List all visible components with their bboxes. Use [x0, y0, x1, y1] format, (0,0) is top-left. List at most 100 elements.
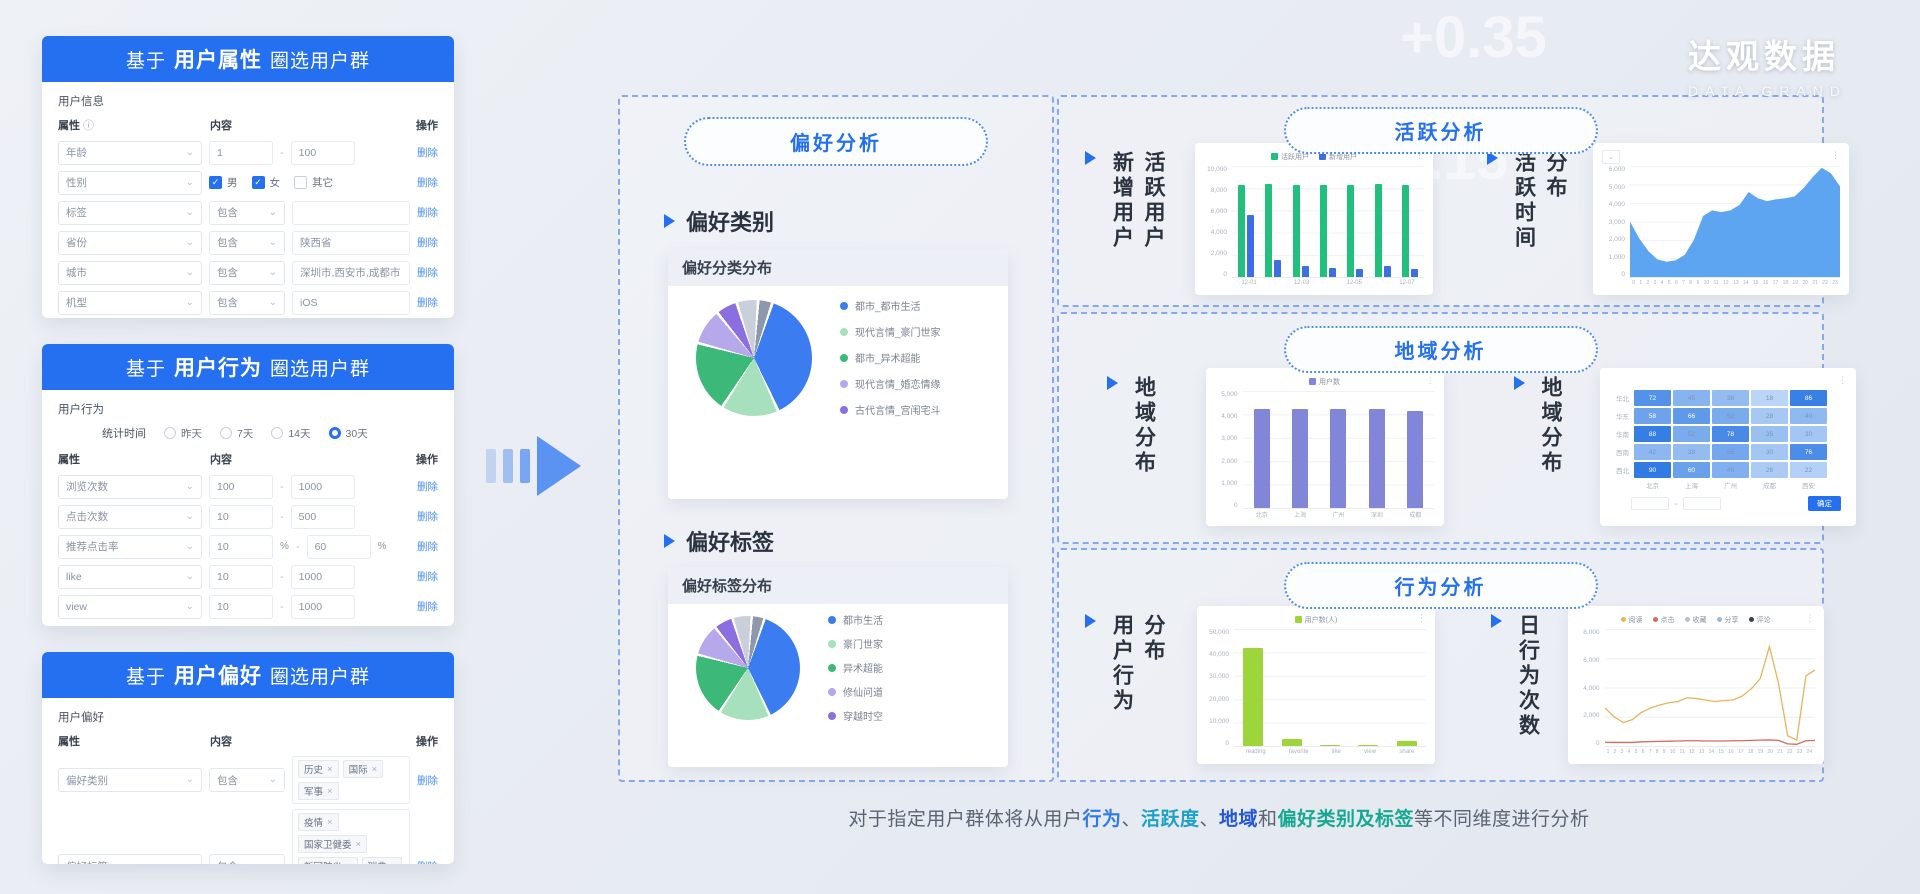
- vertical-label: 地域分布: [1132, 376, 1156, 476]
- operator-select[interactable]: 包含 ⌄: [209, 230, 285, 255]
- delete-link[interactable]: 删除: [417, 267, 438, 279]
- delete-link[interactable]: 删除: [417, 207, 438, 219]
- attribute-select[interactable]: 偏好类别 ⌄: [58, 768, 202, 792]
- legend-label: 阅读: [1628, 616, 1643, 624]
- range-max-input[interactable]: [1682, 497, 1721, 510]
- delete-link[interactable]: 删除: [417, 571, 438, 583]
- attribute-select[interactable]: 点击次数 ⌄: [58, 504, 202, 529]
- checkbox-icon[interactable]: ✓: [209, 176, 222, 189]
- legend-label: 点击: [1660, 616, 1675, 624]
- y-tick: 4,000: [1583, 684, 1600, 692]
- delete-link[interactable]: 删除: [417, 177, 438, 189]
- radio-option[interactable]: 14天: [271, 426, 311, 441]
- radio-icon[interactable]: [328, 427, 341, 439]
- preference-tag-card: 偏好标签分布 都市生活 豪门世家 异术超能 修仙问道 穿越时空: [668, 567, 1008, 767]
- chart-toolbox-icon[interactable]: ⋮: [1805, 613, 1815, 623]
- operator-select[interactable]: 包含 ⌄: [209, 200, 285, 225]
- attribute-select[interactable]: 城市 ⌄: [58, 260, 202, 285]
- chart-toolbox-icon[interactable]: ⋮: [1831, 150, 1840, 160]
- attribute-select[interactable]: 省份 ⌄: [58, 230, 202, 255]
- radio-icon[interactable]: [220, 427, 232, 439]
- checkbox-icon[interactable]: ✓: [251, 176, 265, 189]
- stat-time-row: 统计时间 昨天 7天 14天 30天: [102, 425, 438, 441]
- checkbox-option[interactable]: ✓ 男: [209, 175, 238, 190]
- chart-toolbox-icon[interactable]: ⋮: [1415, 150, 1424, 160]
- confirm-button[interactable]: 确定: [1808, 496, 1841, 511]
- range-min-input[interactable]: [1631, 497, 1669, 510]
- tag-input[interactable]: 历史 × 国际 × 军事 ×: [292, 756, 410, 804]
- radio-option[interactable]: 30天: [328, 426, 368, 441]
- attribute-select[interactable]: view ⌄: [58, 594, 202, 619]
- attribute-select[interactable]: 偏好标签 ⌄: [58, 854, 202, 864]
- radio-option[interactable]: 7天: [220, 426, 253, 441]
- heatmap-col-label: 西安: [1802, 483, 1815, 490]
- attribute-select[interactable]: 标签 ⌄: [58, 200, 202, 225]
- close-icon[interactable]: ×: [355, 838, 362, 850]
- text-input[interactable]: 陕西省: [292, 230, 410, 255]
- text-input[interactable]: 10: [209, 504, 273, 529]
- attribute-select[interactable]: 浏览次数 ⌄: [58, 474, 202, 499]
- text-input[interactable]: 1000: [290, 594, 355, 619]
- operator-select[interactable]: 包含 ⌄: [209, 768, 285, 792]
- delete-link[interactable]: 删除: [417, 859, 438, 865]
- attribute-select[interactable]: 推荐点击率 ⌄: [58, 534, 202, 559]
- y-tick: 5,000: [1608, 183, 1625, 191]
- close-icon[interactable]: ×: [327, 816, 333, 828]
- text-input[interactable]: 1000: [290, 474, 355, 499]
- heatmap-cell: 26: [1751, 462, 1788, 478]
- checkbox-option[interactable]: ✓ 女: [251, 175, 280, 190]
- radio-icon[interactable]: [271, 427, 284, 439]
- tag-chip: 国际 ×: [342, 760, 384, 778]
- close-icon[interactable]: ×: [327, 763, 333, 775]
- operator-select[interactable]: 包含 ⌄: [209, 260, 285, 285]
- attribute-select[interactable]: 性别 ⌄: [58, 170, 202, 195]
- chart-toolbox-icon[interactable]: ⋮: [1425, 375, 1435, 385]
- x-tick: 11: [1679, 749, 1685, 755]
- chart-toolbox-icon[interactable]: ⋮: [1417, 613, 1426, 623]
- tag-input[interactable]: 疫情×国家卫健委×新冠肺炎×瑞典×途经×境外输入×战机×: [292, 809, 410, 864]
- text-input[interactable]: iOS: [292, 290, 410, 315]
- text-input[interactable]: 1000: [290, 564, 355, 589]
- delete-link[interactable]: 删除: [417, 511, 438, 523]
- text-input[interactable]: 10: [209, 534, 273, 559]
- y-axis-labels: 6,000 5,000 4,000 3,000 2,000 1,000 0: [1602, 166, 1630, 278]
- attribute-select[interactable]: 机型 ⌄: [58, 290, 202, 315]
- close-icon[interactable]: ×: [327, 785, 333, 797]
- delete-link[interactable]: 删除: [417, 541, 438, 553]
- attribute-select[interactable]: like ⌄: [58, 564, 202, 589]
- delete-link[interactable]: 删除: [417, 481, 438, 493]
- delete-link[interactable]: 删除: [417, 774, 438, 787]
- delete-link[interactable]: 删除: [417, 237, 438, 249]
- close-icon[interactable]: ×: [346, 861, 352, 865]
- plot-area: [1630, 166, 1840, 278]
- operator-select[interactable]: 包含 ⌄: [209, 290, 285, 315]
- delete-link[interactable]: 删除: [417, 601, 438, 613]
- delete-link[interactable]: 删除: [417, 297, 438, 309]
- close-icon[interactable]: ×: [391, 861, 397, 865]
- close-icon[interactable]: ×: [371, 763, 378, 775]
- text-input[interactable]: 100: [209, 474, 273, 499]
- operator-select[interactable]: 包含 ⌄: [209, 854, 285, 864]
- text-input[interactable]: 60: [306, 534, 371, 559]
- filter-chip[interactable]: ⌄: [1602, 150, 1620, 164]
- radio-icon[interactable]: [164, 427, 176, 439]
- x-tick: 18: [1747, 749, 1754, 755]
- radio-label: 7天: [237, 427, 254, 440]
- text-input[interactable]: 深圳市,西安市,成都市: [292, 260, 410, 285]
- attribute-select[interactable]: 年龄 ⌄: [58, 140, 202, 165]
- text-input[interactable]: 1: [209, 140, 273, 165]
- text-input[interactable]: 10: [209, 594, 273, 619]
- text-input[interactable]: 100: [290, 140, 355, 165]
- preference-analysis-box: 偏好分析 偏好类别 偏好分类分布 都市_都市生活 现代言情_豪门世家 都市_异术超能…: [618, 95, 1054, 782]
- radio-option[interactable]: 昨天: [164, 426, 202, 441]
- checkbox-icon[interactable]: [294, 176, 307, 189]
- text-input[interactable]: [292, 200, 410, 225]
- caption-segment: 和: [1258, 809, 1278, 830]
- delete-link[interactable]: 删除: [417, 147, 438, 159]
- chart-toolbox-icon[interactable]: ⋮: [1838, 375, 1847, 385]
- checkbox-label: 其它: [312, 177, 333, 189]
- y-tick: 10,000: [1209, 717, 1229, 725]
- checkbox-option[interactable]: 其它: [294, 175, 333, 190]
- text-input[interactable]: 10: [209, 564, 273, 589]
- text-input[interactable]: 500: [290, 504, 355, 529]
